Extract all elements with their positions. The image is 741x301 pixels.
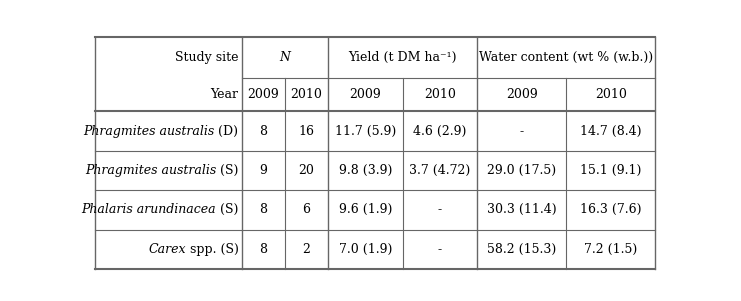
Text: 8: 8 [259,203,268,216]
Text: 3.7 (4.72): 3.7 (4.72) [410,164,471,177]
Text: 2010: 2010 [595,88,627,101]
Text: 8: 8 [259,243,268,256]
Text: Water content (wt % (w.b.)): Water content (wt % (w.b.)) [479,51,654,64]
Text: 15.1 (9.1): 15.1 (9.1) [580,164,642,177]
Text: -: - [520,125,524,138]
Text: 2009: 2009 [506,88,538,101]
Text: spp. (S): spp. (S) [185,243,239,256]
Text: 14.7 (8.4): 14.7 (8.4) [580,125,642,138]
Text: (S): (S) [216,203,239,216]
Text: 20: 20 [299,164,314,177]
Text: Study site: Study site [175,51,239,64]
Text: 9.6 (1.9): 9.6 (1.9) [339,203,392,216]
Text: 16.3 (7.6): 16.3 (7.6) [580,203,642,216]
Text: Year: Year [210,88,239,101]
Text: 2009: 2009 [350,88,382,101]
Text: 2010: 2010 [290,88,322,101]
Text: -: - [438,243,442,256]
Text: 9: 9 [259,164,268,177]
Text: 6: 6 [302,203,310,216]
Text: 2010: 2010 [424,88,456,101]
Text: 4.6 (2.9): 4.6 (2.9) [413,125,467,138]
Text: 8: 8 [259,125,268,138]
Text: 7.0 (1.9): 7.0 (1.9) [339,243,392,256]
Text: 9.8 (3.9): 9.8 (3.9) [339,164,392,177]
Text: 16: 16 [299,125,314,138]
Text: N: N [279,51,290,64]
Text: (D): (D) [214,125,239,138]
Text: -: - [438,203,442,216]
Text: (S): (S) [216,164,239,177]
Text: Phragmites australis: Phragmites australis [83,125,214,138]
Text: Phragmites australis: Phragmites australis [85,164,216,177]
Text: 7.2 (1.5): 7.2 (1.5) [585,243,637,256]
Text: 11.7 (5.9): 11.7 (5.9) [335,125,396,138]
Text: 58.2 (15.3): 58.2 (15.3) [488,243,556,256]
Text: 29.0 (17.5): 29.0 (17.5) [488,164,556,177]
Text: 30.3 (11.4): 30.3 (11.4) [487,203,556,216]
Text: Phalaris arundinacea: Phalaris arundinacea [82,203,216,216]
Text: 2: 2 [302,243,310,256]
Text: Carex: Carex [148,243,185,256]
Text: Yield (t DM ha⁻¹): Yield (t DM ha⁻¹) [348,51,457,64]
Text: 2009: 2009 [247,88,279,101]
